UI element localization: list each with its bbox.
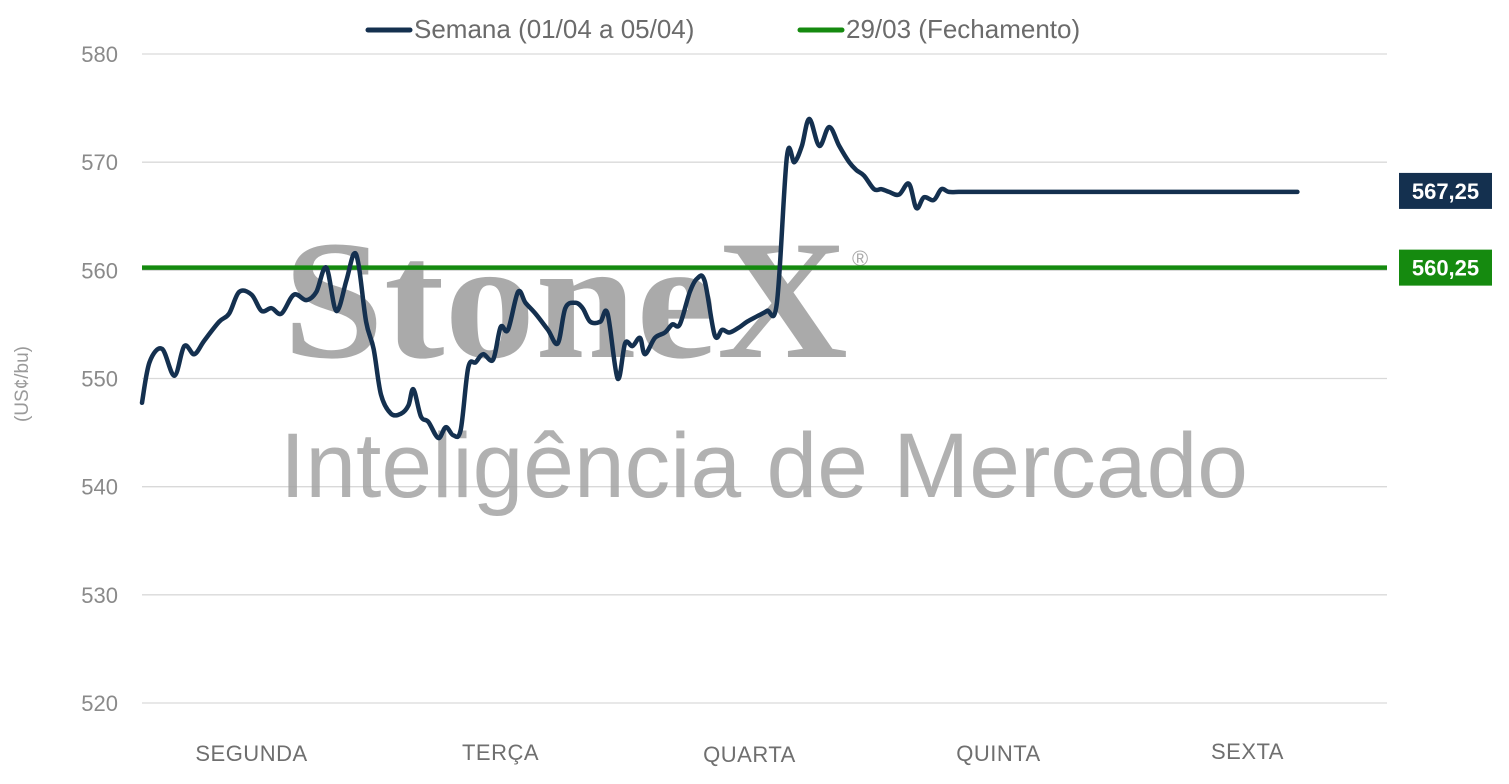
watermark-logo: StoneX ® Inteligência de Mercado: [280, 206, 1248, 517]
y-tick-labels: 520 530 540 550 560 570 580: [81, 42, 118, 716]
last-value-badges: 567,25 560,25: [1399, 172, 1492, 286]
series-line-week: [139, 116, 1300, 441]
legend: Semana (01/04 a 05/04) 29/03 (Fechamento): [365, 14, 1080, 44]
y-tick-label-530: 530: [81, 583, 118, 608]
badge-week-last-value: [1399, 172, 1492, 209]
y-tick-label-520: 520: [81, 691, 118, 716]
y-tick-label-540: 540: [81, 475, 118, 500]
y-tick-label-580: 580: [81, 42, 118, 67]
badge-reference-value: [1399, 249, 1492, 286]
x-category-label-3: QUINTA: [956, 741, 1040, 766]
watermark-registered-mark: ®: [852, 246, 868, 271]
x-category-label-1: TERÇA: [462, 740, 539, 765]
y-tick-label-560: 560: [81, 258, 118, 283]
badge-reference-value-label: 560,25: [1412, 256, 1479, 281]
y-tick-label-550: 550: [81, 367, 118, 392]
series-layer: [139, 116, 1387, 441]
x-category-label-4: SEXTA: [1211, 739, 1284, 764]
watermark-subtitle: Inteligência de Mercado: [280, 415, 1248, 517]
y-axis-label: (US¢/bu): [12, 346, 33, 422]
y-tick-label-570: 570: [81, 150, 118, 175]
legend-label-reference: 29/03 (Fechamento): [846, 14, 1080, 44]
watermark-brand: StoneX: [283, 206, 848, 394]
legend-label-week: Semana (01/04 a 05/04): [414, 14, 694, 44]
x-category-label-0: SEGUNDA: [195, 741, 307, 766]
x-category-label-2: QUARTA: [703, 742, 796, 767]
x-category-labels: SEGUNDA TERÇA QUARTA QUINTA SEXTA: [195, 739, 1284, 767]
badge-week-last-value-label: 567,25: [1412, 179, 1479, 204]
